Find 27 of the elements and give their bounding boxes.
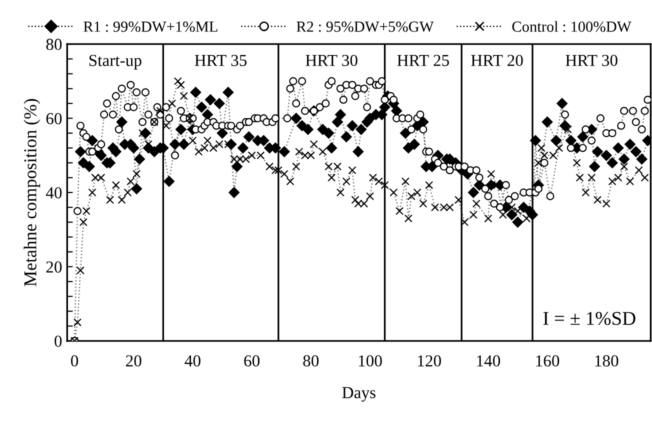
x-tick-label: 0: [71, 355, 78, 367]
annotation: HRT 30: [306, 54, 358, 66]
y-tick-label: 20: [46, 261, 62, 273]
annotation: I = ± 1%SD: [543, 312, 636, 326]
annotation: HRT 35: [194, 54, 247, 66]
x-tick-label: 80: [303, 355, 319, 367]
y-axis-title: Metahne composition (%): [24, 99, 40, 286]
x-tick-label: 120: [418, 355, 441, 367]
x-tick-label: 20: [126, 355, 142, 367]
legend-label: Control : 100%DW: [512, 21, 632, 32]
y-tick-label: 60: [46, 112, 62, 124]
annotation: Start-up: [89, 54, 142, 70]
y-tick-label: 0: [54, 336, 62, 347]
x-tick-label: 180: [595, 355, 618, 367]
x-tick-label: 160: [536, 355, 560, 367]
annotation: HRT 30: [566, 54, 618, 66]
annotation: HRT 25: [397, 54, 449, 66]
annotation: HRT 20: [471, 54, 523, 66]
x-axis-title: Days: [342, 387, 376, 402]
y-tick-label: 40: [46, 187, 62, 198]
x-tick-label: 40: [184, 355, 200, 367]
legend-label: R1 : 99%DW+1%ML: [84, 22, 218, 32]
y-tick-label: 80: [46, 38, 62, 50]
x-tick-label: 140: [477, 355, 500, 367]
x-tick-label: 100: [358, 355, 382, 367]
x-tick-label: 60: [244, 355, 260, 367]
legend-label: R2 : 95%DW+5%GW: [296, 22, 434, 32]
